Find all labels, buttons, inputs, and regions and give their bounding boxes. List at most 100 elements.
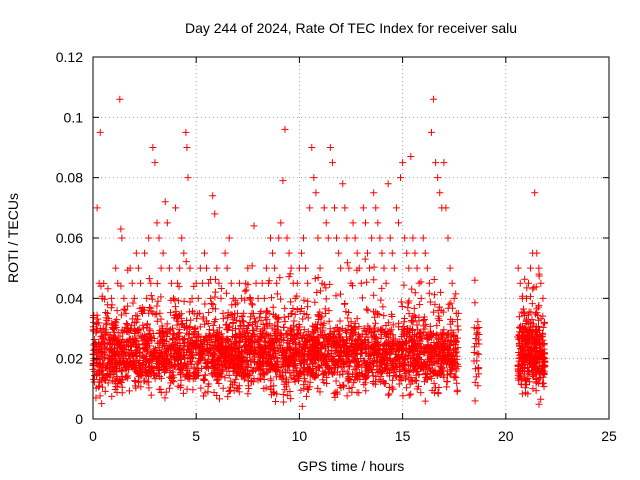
data-point [236, 279, 244, 287]
data-point [454, 316, 462, 324]
data-point [519, 305, 527, 313]
data-point [434, 390, 442, 398]
data-point [411, 289, 419, 297]
data-point [296, 360, 304, 368]
data-point [130, 294, 138, 302]
data-point [122, 309, 130, 317]
data-point [148, 295, 156, 303]
data-point [128, 363, 136, 371]
data-point [284, 392, 292, 400]
data-point [257, 349, 265, 357]
data-point [382, 379, 390, 387]
data-point [180, 323, 188, 331]
data-point [182, 258, 190, 266]
data-point [392, 204, 400, 212]
data-point [524, 364, 532, 372]
data-point [226, 345, 234, 353]
data-point [384, 391, 392, 399]
data-point [179, 389, 187, 397]
data-point [239, 371, 247, 379]
data-point [108, 319, 116, 327]
data-point [471, 299, 479, 307]
data-point [255, 336, 263, 344]
data-point [441, 357, 449, 365]
data-point [220, 358, 228, 366]
data-point [531, 338, 539, 346]
data-point [274, 344, 282, 352]
data-point [403, 345, 411, 353]
data-point [212, 364, 220, 372]
data-point [331, 393, 339, 401]
data-point [411, 357, 419, 365]
data-point [183, 329, 191, 337]
data-point [411, 249, 419, 257]
data-point [201, 371, 209, 379]
data-point [255, 313, 263, 321]
data-point [239, 317, 247, 325]
data-point [234, 361, 242, 369]
data-point [269, 303, 277, 311]
data-point [361, 336, 369, 344]
data-point [278, 375, 286, 383]
data-point [280, 313, 288, 321]
data-point [161, 354, 169, 362]
data-point [373, 341, 381, 349]
data-point [275, 234, 283, 242]
data-point [401, 356, 409, 364]
y-tick-label: 0.1 [64, 109, 84, 125]
data-point [196, 323, 204, 331]
data-point [384, 329, 392, 337]
data-point [521, 334, 529, 342]
data-point [310, 359, 318, 367]
data-point [277, 341, 285, 349]
data-point [514, 264, 522, 272]
data-point [366, 264, 374, 272]
data-point [242, 279, 250, 287]
x-tick-label: 5 [192, 428, 200, 444]
data-point [211, 288, 219, 296]
data-point [365, 350, 373, 358]
data-point [541, 362, 549, 370]
data-point [409, 234, 417, 242]
data-point [333, 234, 341, 242]
data-point [433, 322, 441, 330]
data-point [438, 364, 446, 372]
data-point [289, 305, 297, 313]
data-point [321, 305, 329, 313]
data-point [241, 343, 249, 351]
data-point [371, 313, 379, 321]
data-point [245, 371, 253, 379]
data-point [95, 382, 103, 390]
data-point [280, 323, 288, 331]
data-point [430, 308, 438, 316]
data-point [265, 345, 273, 353]
data-point [238, 313, 246, 321]
data-point [232, 370, 240, 378]
data-point [106, 346, 114, 354]
data-point [400, 281, 408, 289]
data-point [263, 315, 271, 323]
data-point [242, 286, 250, 294]
data-point [132, 249, 140, 257]
data-point [420, 378, 428, 386]
data-point [406, 348, 414, 356]
data-point [108, 301, 116, 309]
data-point [278, 362, 286, 370]
data-point [532, 283, 540, 291]
data-point [425, 364, 433, 372]
data-point [539, 294, 547, 302]
data-point [208, 369, 216, 377]
data-point [424, 349, 432, 357]
data-point [237, 321, 245, 329]
data-point [314, 363, 322, 371]
data-point [336, 290, 344, 298]
data-point [276, 331, 284, 339]
data-point [96, 392, 104, 400]
data-point [347, 326, 355, 334]
data-point [204, 382, 212, 390]
data-point [101, 353, 109, 361]
data-point [436, 189, 444, 197]
data-point [106, 340, 114, 348]
data-point [426, 365, 434, 373]
data-point [415, 279, 423, 287]
